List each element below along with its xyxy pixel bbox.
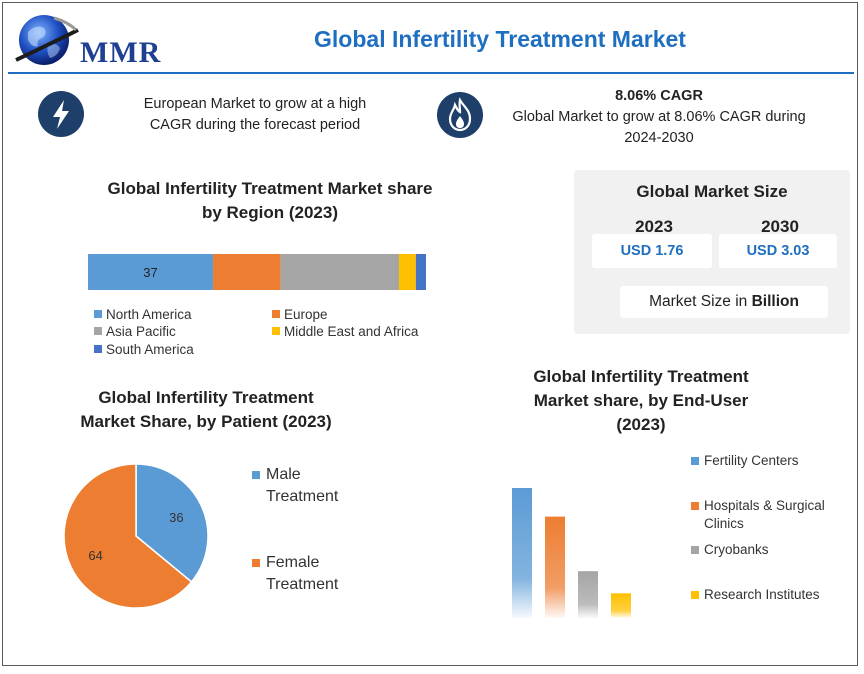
legend-label: Middle East and Africa xyxy=(284,324,419,339)
legend-label: North America xyxy=(106,307,192,322)
legend-swatch xyxy=(94,327,102,335)
legend-label-line1: Hospitals & Surgical xyxy=(704,498,825,513)
legend-label-line2: Treatment xyxy=(266,576,339,593)
legend-swatch xyxy=(691,457,699,465)
legend-swatch xyxy=(691,591,699,599)
legend-label: South America xyxy=(106,342,194,357)
lightning-icon xyxy=(38,91,84,137)
legend-swatch xyxy=(272,310,280,318)
enduser-bar-2 xyxy=(578,571,598,618)
patient-title-line2: Market Share, by Patient (2023) xyxy=(80,412,332,431)
region-bar-segment-4 xyxy=(415,254,426,290)
logo-text: MMR xyxy=(80,36,162,69)
region-legend-item-4: South America xyxy=(94,342,194,357)
highlight-left-line1: European Market to grow at a high xyxy=(143,96,367,112)
legend-swatch xyxy=(252,471,260,479)
cagr-value: 8.06% CAGR xyxy=(615,88,703,104)
region-legend-item-3: Middle East and Africa xyxy=(272,324,418,339)
region-bar-segment-1 xyxy=(213,254,281,290)
region-legend-item-0: North America xyxy=(94,307,192,322)
year-2023: 2023 xyxy=(635,217,673,236)
value-2030: USD 3.03 xyxy=(719,234,837,268)
legend-swatch xyxy=(94,310,102,318)
legend-label-line2: Treatment xyxy=(266,488,339,505)
pie-data-label-0: 36 xyxy=(169,510,183,525)
enduser-bar-0 xyxy=(512,488,532,618)
pie-data-label-1: 64 xyxy=(88,548,102,563)
enduser-bar-3 xyxy=(611,593,631,618)
year-2030: 2030 xyxy=(761,217,799,236)
enduser-bar-chart xyxy=(512,488,631,618)
region-bar-segment-2 xyxy=(280,254,399,290)
legend-swatch xyxy=(691,502,699,510)
region-legend-item-2: Asia Pacific xyxy=(94,324,176,339)
legend-swatch xyxy=(272,327,280,335)
legend-label-line1: Research Institutes xyxy=(704,587,820,602)
legend-label-line1: Female xyxy=(266,554,320,571)
highlight-right-line1: Global Market to grow at 8.06% CAGR duri… xyxy=(512,109,806,125)
enduser-title-line2: Market share, by End-User xyxy=(533,391,749,410)
enduser-title-line1: Global Infertility Treatment xyxy=(533,367,749,386)
market-size-panel: Global Market Size 2023 2030 USD 1.76 US… xyxy=(574,170,850,334)
value-2023: USD 1.76 xyxy=(592,234,712,268)
region-chart-title: Global Infertility Treatment Market shar… xyxy=(90,177,450,225)
market-size-title: Global Market Size xyxy=(636,182,788,201)
header-divider xyxy=(8,72,854,74)
enduser-legend-item-1: Hospitals & Surgical Clinics xyxy=(691,497,825,533)
highlight-left-line2: CAGR during the forecast period xyxy=(149,117,361,133)
pie-slice-0 xyxy=(135,463,209,583)
patient-legend-item-1: Female Treatment xyxy=(252,552,339,596)
legend-label-line1: Male xyxy=(266,466,301,483)
enduser-legend-item-2: Cryobanks xyxy=(691,541,769,559)
legend-label-line1: Cryobanks xyxy=(704,542,769,557)
patient-chart-title: Global Infertility Treatment Market Shar… xyxy=(56,386,356,434)
patient-pie-chart: 36 64 xyxy=(63,463,209,609)
region-data-label-0: 37 xyxy=(143,265,157,280)
region-title-line1: Global Infertility Treatment Market shar… xyxy=(107,179,433,198)
unit-bold: Billion xyxy=(751,293,799,310)
legend-label: Asia Pacific xyxy=(106,324,176,339)
legend-label: Europe xyxy=(284,307,328,322)
legend-label-line2: Clinics xyxy=(704,516,744,531)
globe-logo-icon xyxy=(15,15,79,65)
flame-icon xyxy=(437,92,483,138)
highlight-right-line2: 2024-2030 xyxy=(624,130,694,146)
enduser-title-line3: (2023) xyxy=(616,415,666,434)
market-size-unit: Market Size in Billion xyxy=(620,286,828,318)
legend-swatch xyxy=(691,546,699,554)
legend-swatch xyxy=(94,345,102,353)
page-title: Global Infertility Treatment Market xyxy=(314,26,686,52)
patient-title-line1: Global Infertility Treatment xyxy=(98,388,314,407)
enduser-legend-item-3: Research Institutes xyxy=(691,586,820,604)
region-bar-segment-3 xyxy=(398,254,416,290)
highlight-right: 8.06% CAGR Global Market to grow at 8.06… xyxy=(494,86,824,149)
pie-slice-1 xyxy=(63,463,193,609)
region-bar-segment-0 xyxy=(88,254,214,290)
legend-swatch xyxy=(252,559,260,567)
region-title-line2: by Region (2023) xyxy=(201,203,339,222)
enduser-chart-title: Global Infertility Treatment Market shar… xyxy=(486,365,796,437)
legend-label-line1: Fertility Centers xyxy=(704,453,799,468)
enduser-legend-item-0: Fertility Centers xyxy=(691,452,799,470)
region-stacked-bar: 37 xyxy=(88,254,426,290)
region-legend-item-1: Europe xyxy=(272,307,328,322)
enduser-bar-1 xyxy=(545,516,565,618)
unit-prefix: Market Size in xyxy=(649,293,752,310)
patient-legend-item-0: Male Treatment xyxy=(252,464,339,508)
highlight-left: European Market to grow at a high CAGR d… xyxy=(120,94,390,136)
